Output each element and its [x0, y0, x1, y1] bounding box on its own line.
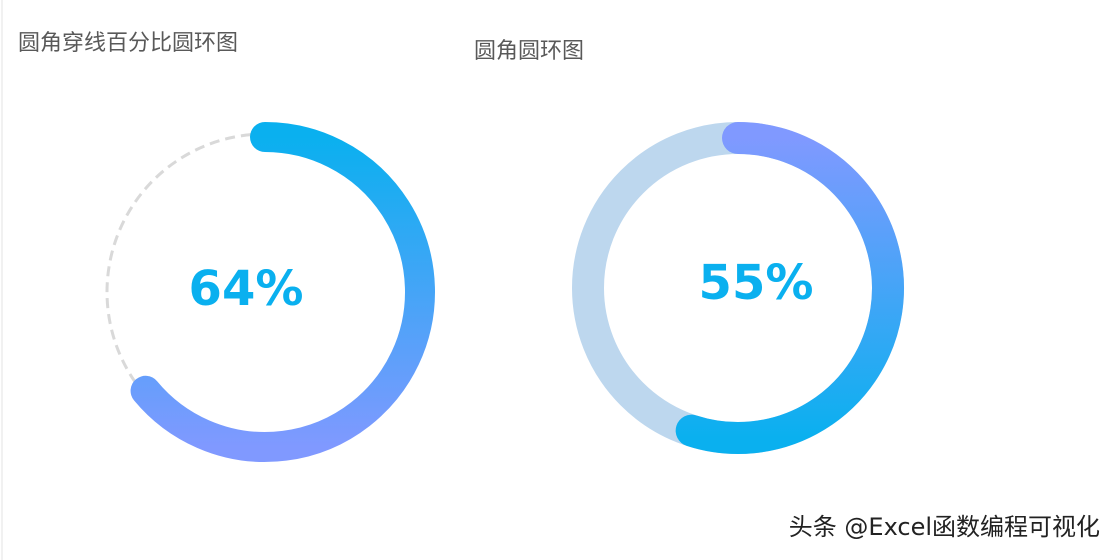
- value-label: 55%: [699, 255, 814, 311]
- chart-title: 圆角圆环图: [474, 39, 584, 64]
- value-label: 64%: [189, 261, 304, 317]
- chart-title: 圆角穿线百分比圆环图: [18, 31, 238, 56]
- progress-arc: [130, 122, 435, 462]
- watermark: 头条 @Excel函数编程可视化: [789, 513, 1100, 541]
- progress-arc: [675, 122, 904, 454]
